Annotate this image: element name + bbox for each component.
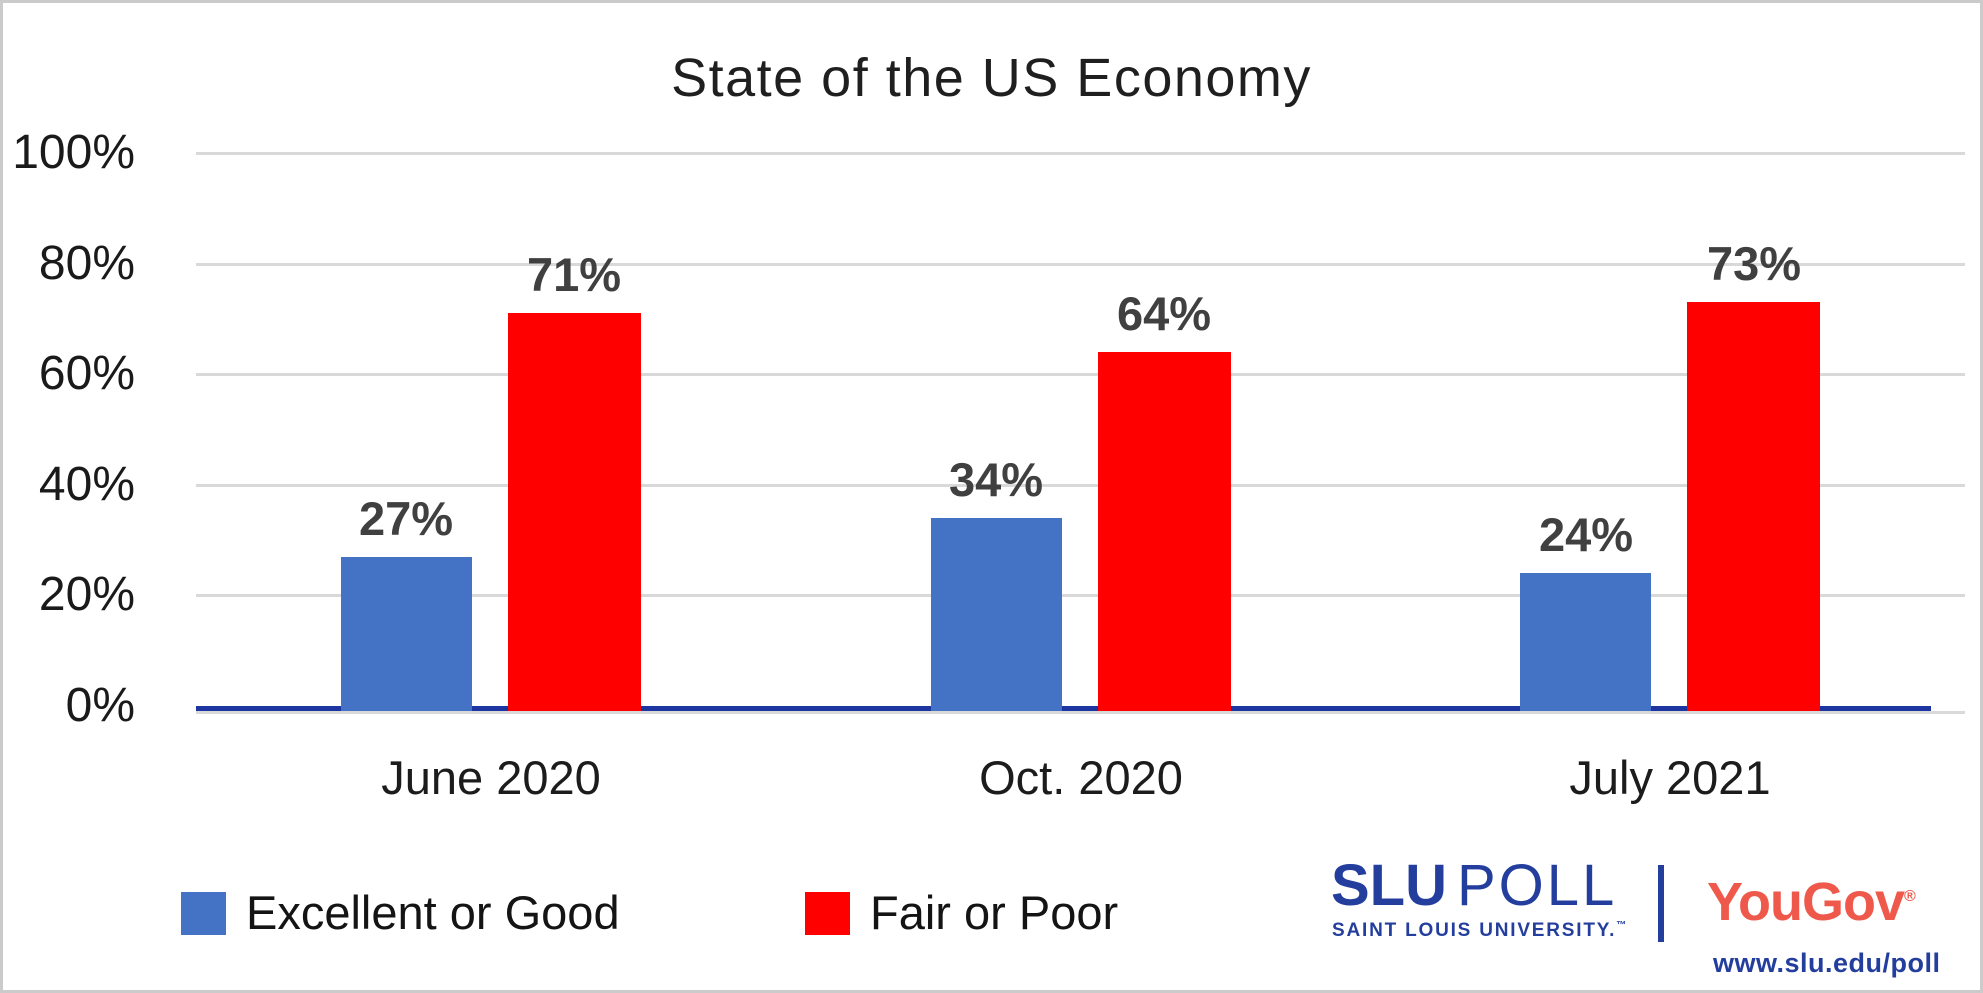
x-axis-category-label: Oct. 2020 [979,751,1183,804]
y-axis: 100% 80% 60% 40% 20% 0% [3,127,135,732]
bar-value-label: 64% [1116,287,1212,340]
bar-value-label: 71% [526,248,622,301]
bar-fair-or-poor [1098,352,1231,711]
y-axis-tick-label: 100% [12,126,135,179]
bar-value-label: 34% [948,453,1044,506]
slu-university-text: SAINT LOUIS UNIVERSITY.™ [1332,920,1626,942]
bar-value-label: 24% [1538,508,1634,561]
yougov-logo: YouGov® [1707,867,1916,932]
legend-swatch-blue [181,892,226,935]
chart-title: State of the US Economy [671,48,1312,108]
gridline [196,594,1965,597]
bar-excellent-or-good [341,557,472,711]
legend-label: Excellent or Good [246,886,620,939]
gridline [196,152,1965,155]
gridline [196,484,1965,487]
y-axis-tick-label: 60% [38,347,135,400]
x-axis: June 2020 Oct. 2020 July 2021 [196,751,1965,811]
x-axis-category-label: July 2021 [1569,751,1771,804]
yougov-logo-text: YouGov [1707,872,1905,932]
bar-fair-or-poor [1687,302,1820,711]
slu-university-label: SAINT LOUIS UNIVERSITY. [1332,920,1617,941]
slu-poll-url: www.slu.edu/poll [1713,948,1941,978]
bar-fair-or-poor [508,313,641,711]
legend-swatch-red [805,892,850,935]
bar-value-label: 27% [358,492,454,545]
poll-logo-text: POLL [1457,853,1618,918]
plot-area: 27% 71% 34% 64% 24% 73% [196,152,1965,714]
zero-gridline [196,711,1965,714]
x-axis-baseline [196,706,1931,711]
bar-excellent-or-good [931,518,1062,711]
gridline [196,373,1965,376]
legend-item-excellent-or-good: Excellent or Good [181,885,620,941]
registered-symbol: ® [1904,888,1916,905]
trademark-symbol: ™ [1616,920,1627,931]
brand-divider [1658,865,1664,942]
slu-poll-logo: SLU POLL [1331,855,1617,917]
y-axis-tick-label: 40% [38,458,135,511]
legend-label: Fair or Poor [870,886,1119,939]
slu-logo-text: SLU [1331,853,1447,918]
bar-value-label: 73% [1706,237,1802,290]
y-axis-tick-label: 20% [38,568,135,621]
y-axis-tick-label: 80% [38,237,135,290]
y-axis-tick-label: 0% [65,679,135,732]
legend-item-fair-or-poor: Fair or Poor [805,885,1118,941]
bar-excellent-or-good [1520,573,1651,711]
gridline [196,263,1965,266]
x-axis-category-label: June 2020 [381,751,601,804]
